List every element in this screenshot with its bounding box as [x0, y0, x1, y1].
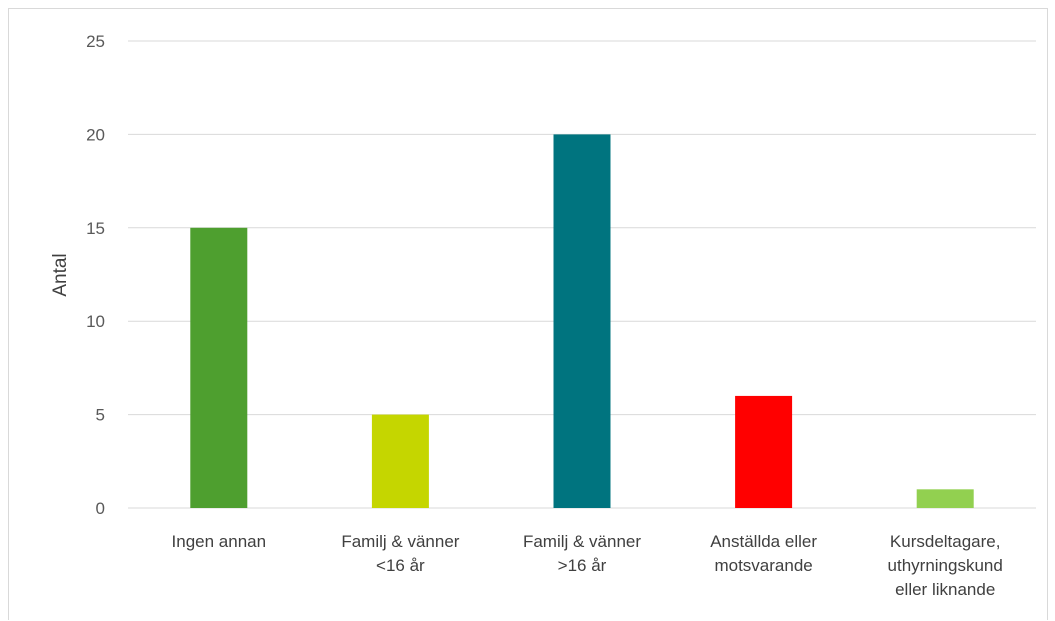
y-tick-label: 0 — [96, 499, 105, 518]
bar — [735, 395, 793, 508]
x-tick-label-line: uthyrningskund — [888, 556, 1003, 575]
y-tick-label: 5 — [96, 406, 105, 425]
y-tick-label: 25 — [86, 32, 105, 51]
x-tick-label-line: Ingen annan — [172, 532, 267, 551]
x-tick-label-line: Familj & vänner — [341, 532, 459, 551]
x-tick-label-line: eller liknande — [895, 580, 995, 599]
chart-frame — [8, 8, 1048, 620]
x-tick-label-line: <16 år — [376, 556, 425, 575]
x-tick-label-line: Anställda eller — [710, 532, 817, 551]
x-tick-label: Anställda eller motsvarande — [710, 532, 817, 575]
bar — [371, 414, 429, 508]
x-tick-label: Kursdeltagare, uthyrningskund eller liknan… — [888, 532, 1003, 599]
y-tick-label: 20 — [86, 125, 105, 144]
y-axis-label: Antal — [50, 253, 71, 296]
x-tick-label-line: Familj & vänner — [523, 532, 641, 551]
x-tick-label: Familj & vänner >16 år — [523, 532, 641, 575]
y-tick-label: 15 — [86, 219, 105, 238]
x-tick-label-line: motsvarande — [714, 556, 812, 575]
x-tick-label: Ingen annan — [172, 532, 267, 551]
x-tick-label: Familj & vänner <16 år — [341, 532, 459, 575]
bars — [190, 134, 974, 509]
bar — [916, 489, 974, 508]
x-tick-label-line: Kursdeltagare, — [890, 532, 1001, 551]
bar — [553, 134, 611, 508]
y-tick-labels: 0 5 10 15 20 25 — [86, 32, 105, 518]
x-tick-label-line: >16 år — [558, 556, 607, 575]
bar — [190, 227, 248, 509]
y-tick-label: 10 — [86, 312, 105, 331]
